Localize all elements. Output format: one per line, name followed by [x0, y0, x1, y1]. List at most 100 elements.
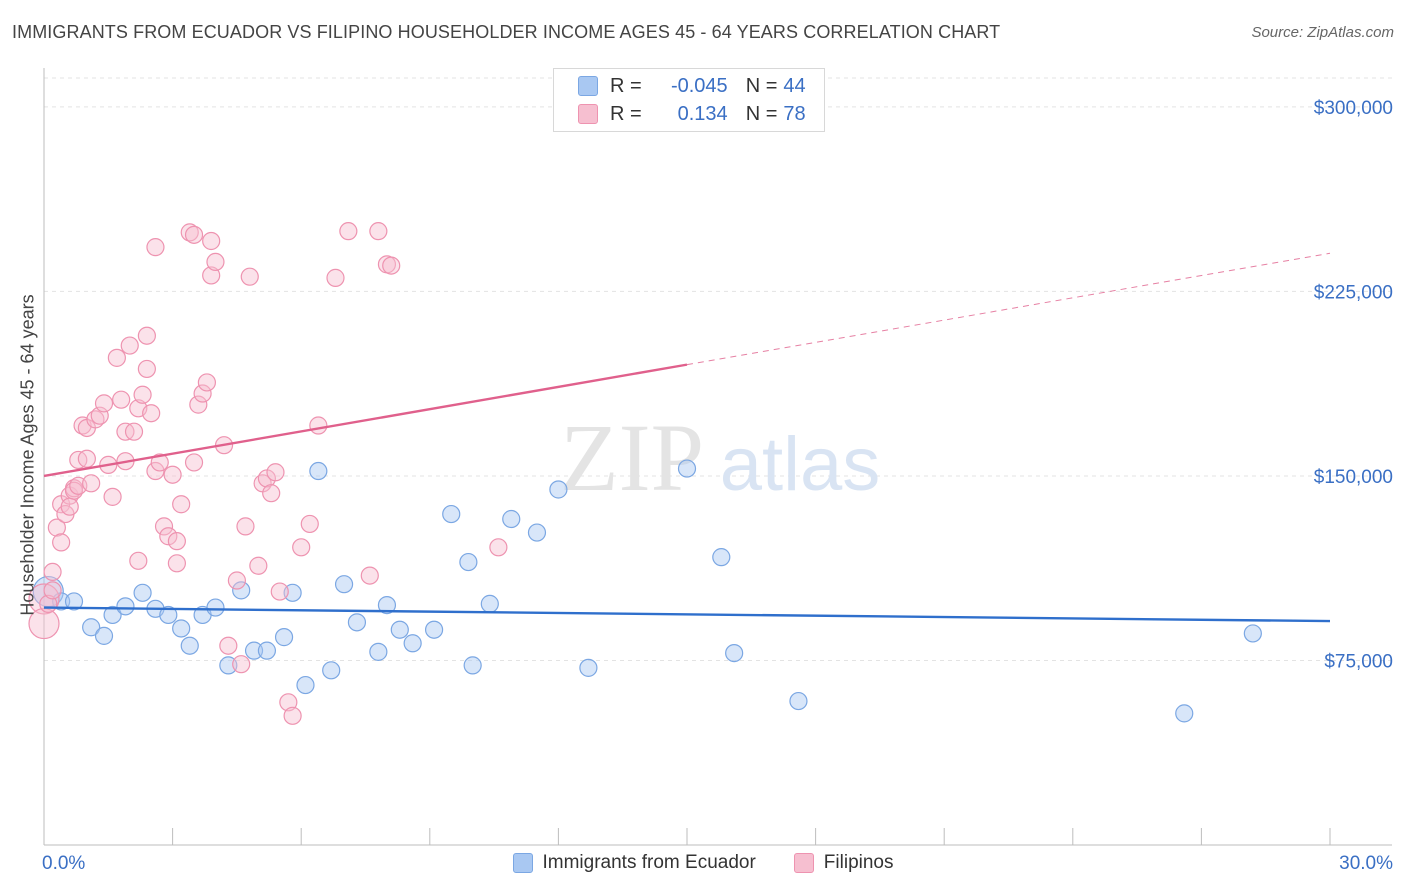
filipinos-point [47, 518, 66, 537]
ecuador-point [309, 461, 328, 481]
filipinos-point [137, 326, 156, 345]
filipinos-point [167, 532, 186, 551]
legend-item-ecuador[interactable]: Immigrants from Ecuador [512, 852, 756, 874]
ecuador-point [712, 548, 731, 567]
filipinos-point [266, 463, 285, 482]
filipinos-point [202, 231, 221, 251]
watermark-atlas: atlas [720, 422, 881, 507]
ecuador-point [322, 661, 341, 680]
y-tick-label: $225,000 [1314, 282, 1393, 303]
stats-n-label: N = [745, 102, 778, 125]
stats-r-value: 0.134 [677, 102, 728, 125]
stats-n-value: 44 [783, 74, 806, 97]
filipinos-point [283, 706, 302, 725]
filipinos-point [382, 256, 401, 275]
filipinos-point [339, 222, 358, 241]
filipinos-point [159, 527, 178, 546]
ecuador-point [219, 656, 238, 675]
filipinos-point [369, 222, 388, 241]
ecuador-point [283, 583, 302, 602]
y-tick-label: $75,000 [1324, 651, 1393, 672]
filipinos-point [326, 268, 345, 287]
ecuador-point [296, 675, 315, 695]
ecuador-point [369, 642, 388, 661]
filipinos-point [52, 533, 71, 552]
filipinos-point [77, 449, 96, 468]
filipinos-point [150, 453, 169, 472]
filipinos-point [146, 238, 165, 257]
filipinos-point [300, 514, 319, 534]
filipinos-point [167, 554, 186, 573]
filipinos-point [133, 385, 152, 404]
filipinos-point [309, 416, 328, 435]
filipinos-point [120, 336, 139, 355]
filipinos-point [43, 562, 62, 582]
ecuador-point [1175, 704, 1194, 723]
y-axis-label: Householder Income Ages 45 - 64 years [17, 294, 38, 616]
stats-row-ecuador: R = -0.045 N = 44 [578, 72, 806, 100]
filipinos-point [240, 267, 259, 286]
legend-label-filipinos: Filipinos [823, 852, 894, 873]
legend-swatch-ecuador [512, 853, 533, 873]
stats-swatch-ecuador [578, 76, 598, 96]
ecuador-point [677, 459, 697, 478]
filipinos-point [202, 266, 221, 285]
filipinos-point [206, 252, 225, 272]
ecuador-point [64, 592, 84, 611]
ecuador-point [172, 619, 191, 638]
tick-labels: $75,000 $150,000 $225,000 $300,000 0.0% 30.0% [42, 98, 1393, 874]
ecuador-point [549, 480, 568, 499]
data-points [28, 222, 1262, 725]
ecuador-point [377, 596, 397, 615]
x-tick-label-end: 30.0% [1339, 853, 1393, 874]
filipinos-trend-extension [686, 252, 1331, 366]
filipinos-point [94, 394, 114, 413]
watermark: ZIP atlas [560, 404, 880, 511]
filipinos-point [43, 581, 62, 600]
ecuador-point [480, 594, 499, 613]
filipinos-point [360, 566, 379, 585]
filipinos-point [184, 225, 204, 244]
filipinos-point [270, 582, 289, 601]
ecuador-point [579, 658, 598, 677]
watermark-zip: ZIP [560, 404, 704, 511]
stats-legend: R = -0.045 N = 44 R = 0.134 N = 78 [553, 68, 825, 132]
ecuador-point [390, 620, 409, 639]
filipinos-point [279, 693, 298, 712]
filipinos-point [112, 390, 131, 409]
filipinos-point [137, 359, 156, 379]
filipinos-point [189, 395, 208, 414]
filipinos-point [103, 487, 122, 506]
chart-title: IMMIGRANTS FROM ECUADOR VS FILIPINO HOUS… [12, 22, 1001, 42]
filipinos-point [124, 422, 144, 441]
ecuador-point [257, 641, 277, 660]
filipinos-point [489, 538, 508, 557]
stats-r-label: R = [610, 74, 642, 97]
legend-label-ecuador: Immigrants from Ecuador [542, 852, 756, 873]
filipinos-point [154, 517, 174, 536]
stats-r-label: R = [610, 102, 642, 125]
filipinos-point [146, 461, 165, 481]
filipinos-point [292, 538, 311, 557]
legend-item-filipinos[interactable]: Filipinos [793, 852, 894, 874]
filipinos-point [262, 484, 281, 503]
filipinos-point [129, 551, 148, 570]
filipinos-point [82, 474, 101, 493]
stats-swatch-filipinos [578, 104, 598, 124]
stats-r-value: -0.045 [670, 74, 728, 97]
filipinos-point [184, 453, 204, 472]
legend-swatch-filipinos [793, 853, 814, 873]
legend: Immigrants from Ecuador Filipinos [0, 852, 1406, 874]
y-tick-label: $150,000 [1314, 467, 1393, 488]
filipinos-point [142, 404, 161, 423]
stats-row-filipinos: R = 0.134 N = 78 [578, 100, 806, 128]
filipinos-point [249, 556, 268, 575]
ecuador-point [159, 605, 178, 625]
filipinos-point [172, 495, 191, 514]
filipinos-point [227, 571, 246, 590]
ecuador-point [274, 628, 294, 647]
ecuador-point [424, 620, 444, 639]
ecuador-point [442, 504, 461, 524]
ecuador-point [725, 643, 744, 663]
stats-n-value: 78 [783, 102, 806, 125]
